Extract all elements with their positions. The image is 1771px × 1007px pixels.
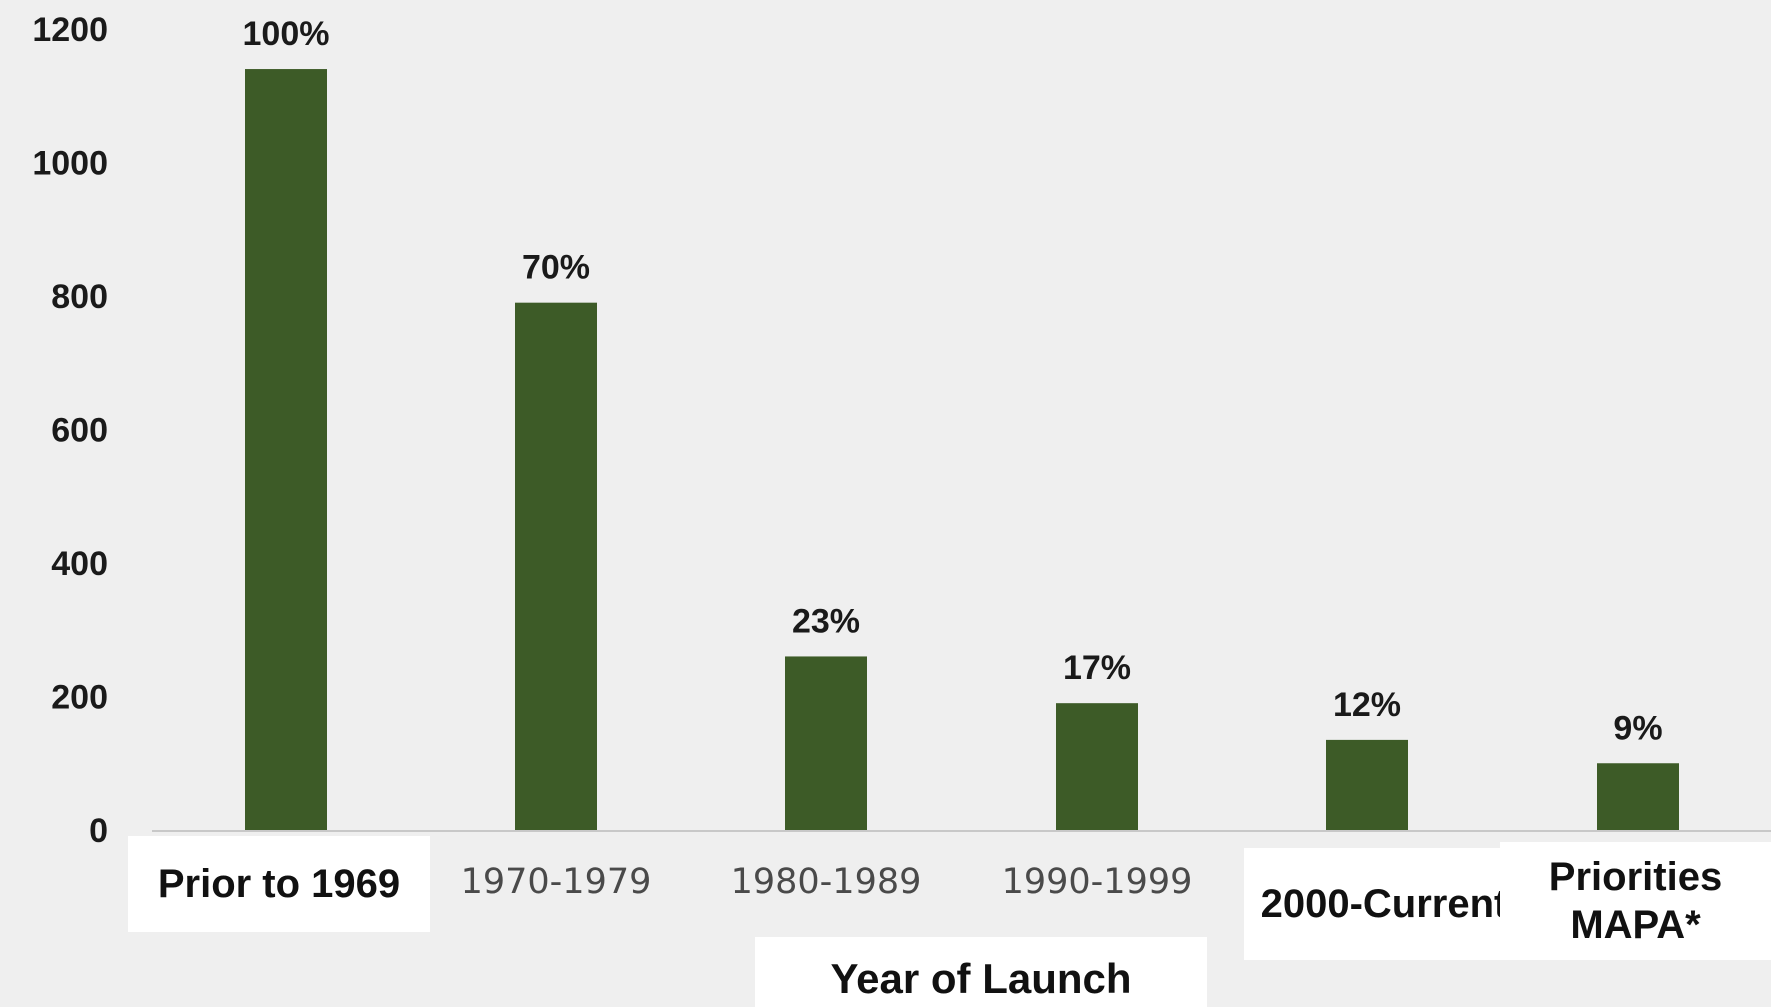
- x-tick-label-2000-current: 2000-Current: [1244, 848, 1524, 960]
- bar: [1326, 739, 1408, 830]
- y-tick-label: 800: [51, 278, 108, 316]
- data-label: 9%: [1613, 709, 1662, 747]
- x-tick-label: 1990-1999: [1002, 862, 1193, 902]
- data-label-group: 100% 70% 23% 17% 12% 9%: [243, 15, 1663, 747]
- y-tick-label: 0: [89, 812, 108, 850]
- y-tick-label: 400: [51, 545, 108, 583]
- x-tick-label: 1980-1989: [731, 862, 922, 902]
- x-tick-label-prior-to-1969: Prior to 1969: [128, 836, 430, 932]
- data-label: 12%: [1333, 686, 1401, 724]
- y-tick-label: 200: [51, 679, 108, 717]
- data-label: 23%: [792, 602, 860, 640]
- bar: [515, 302, 597, 830]
- y-axis-ticks: 0 200 400 600 800 1000 1200: [32, 11, 108, 850]
- y-tick-label: 1200: [32, 11, 108, 49]
- data-label: 100%: [243, 15, 330, 53]
- data-label: 17%: [1063, 649, 1131, 687]
- bar: [1597, 763, 1679, 830]
- y-tick-label: 1000: [32, 145, 108, 183]
- x-tick-label: 1970-1979: [461, 862, 652, 902]
- y-tick-label: 600: [51, 412, 108, 450]
- data-label: 70%: [522, 249, 590, 287]
- bar-group: [245, 69, 1679, 831]
- x-tick-label-priorities-mapa: Priorities MAPA*: [1500, 842, 1771, 960]
- bar: [245, 69, 327, 831]
- x-axis-ticks: 1970-1979 1980-1989 1990-1999: [461, 862, 1193, 902]
- x-axis-title: Year of Launch: [755, 937, 1207, 1007]
- bar: [1056, 703, 1138, 830]
- bar: [785, 656, 867, 830]
